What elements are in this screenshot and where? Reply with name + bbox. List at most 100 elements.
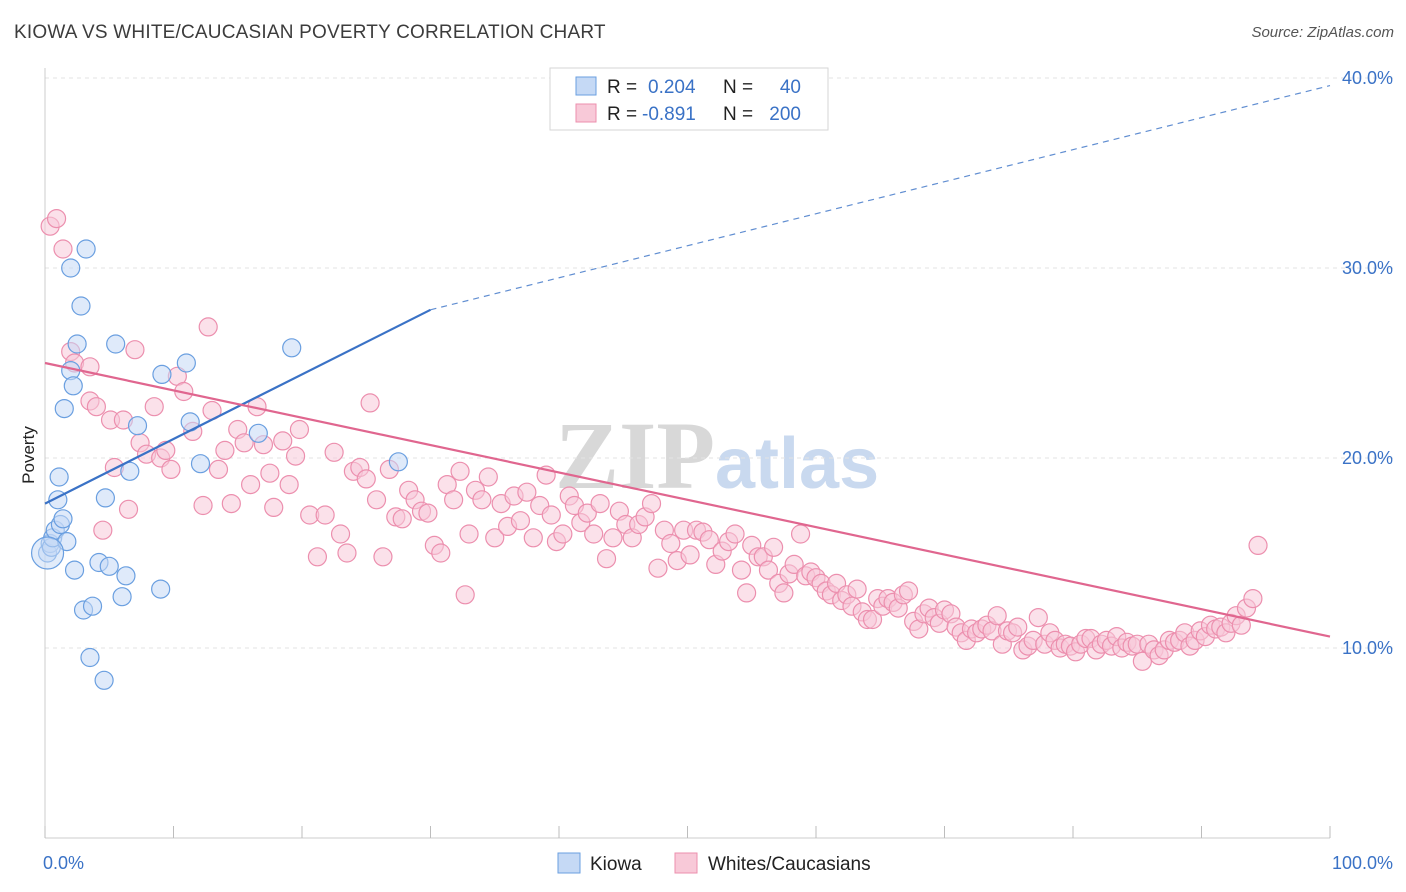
y-axis-title: Poverty xyxy=(19,426,38,484)
data-point xyxy=(282,338,302,358)
data-point xyxy=(641,494,662,514)
stats-r-label-white: R = xyxy=(607,104,637,125)
data-point xyxy=(455,585,475,605)
data-point xyxy=(307,547,328,567)
data-point xyxy=(30,536,65,570)
trend-line-whites xyxy=(44,361,1331,638)
legend-swatch-kiowa xyxy=(557,852,581,874)
data-point xyxy=(198,317,218,337)
data-point xyxy=(392,509,412,529)
data-point xyxy=(431,543,451,563)
data-point xyxy=(758,560,779,580)
stats-n-value-kiowa: 40 xyxy=(780,77,801,98)
x-axis-ticks xyxy=(44,826,1331,838)
data-point xyxy=(273,431,293,451)
legend-swatch-white xyxy=(674,852,698,874)
stats-n-label-kiowa: N = xyxy=(723,77,753,98)
data-point xyxy=(699,530,719,550)
data-point xyxy=(590,494,610,514)
data-point xyxy=(737,583,757,603)
data-point xyxy=(898,581,919,601)
data-point xyxy=(847,579,867,599)
data-point xyxy=(356,469,376,489)
data-point xyxy=(161,459,181,479)
trend-lines xyxy=(44,85,1331,638)
data-point xyxy=(152,364,172,384)
data-point xyxy=(478,467,498,487)
data-point xyxy=(790,524,811,544)
data-point xyxy=(82,596,103,616)
chart-title: KIOWA VS WHITE/CAUCASIAN POVERTY CORRELA… xyxy=(14,22,606,43)
data-point xyxy=(1008,617,1028,637)
data-point xyxy=(215,440,235,460)
data-point xyxy=(94,670,114,690)
data-point xyxy=(510,511,531,531)
data-point xyxy=(330,524,351,544)
trend-line-kiowa xyxy=(44,308,431,505)
data-point xyxy=(517,482,537,502)
data-point xyxy=(86,397,107,417)
data-point xyxy=(553,524,573,544)
source-label: Source: ZipAtlas.com xyxy=(1251,24,1394,41)
data-point xyxy=(120,461,140,481)
stats-n-label-white: N = xyxy=(723,104,753,125)
data-point xyxy=(241,475,261,495)
data-point xyxy=(541,505,561,525)
trend-line-kiowa-extrapolated xyxy=(430,85,1331,311)
data-point xyxy=(324,442,344,462)
data-point xyxy=(279,475,299,495)
data-point xyxy=(366,490,387,510)
data-point xyxy=(731,560,752,580)
data-point xyxy=(725,524,745,544)
y-axis-tick-labels: 10.0% 20.0% 30.0% 40.0% xyxy=(1342,68,1393,658)
data-point xyxy=(289,419,310,440)
data-point xyxy=(459,524,479,544)
data-point xyxy=(1248,535,1268,556)
data-point xyxy=(418,503,438,523)
data-point xyxy=(264,497,284,517)
stats-swatch-white xyxy=(575,103,597,123)
x-tick-label-max: 100.0% xyxy=(1332,853,1393,873)
data-point xyxy=(987,606,1007,626)
data-point xyxy=(784,554,804,575)
data-point xyxy=(388,452,408,472)
data-point xyxy=(603,528,623,548)
data-point xyxy=(93,520,113,540)
stats-box: R = 0.204 N = 40 R = -0.891 N = 200 xyxy=(549,67,829,131)
data-point xyxy=(248,423,268,443)
data-point xyxy=(80,647,100,668)
y-tick-label: 40.0% xyxy=(1342,68,1393,88)
data-point xyxy=(127,416,148,436)
data-point xyxy=(190,454,211,474)
watermark-zip: ZIP xyxy=(555,402,715,509)
stats-n-value-white: 200 xyxy=(769,104,801,125)
data-point xyxy=(234,433,254,453)
x-tick-label-min: 0.0% xyxy=(43,853,84,873)
data-point xyxy=(1028,607,1048,628)
stats-swatch-kiowa xyxy=(575,76,597,96)
data-point xyxy=(106,334,126,354)
data-point xyxy=(63,376,83,396)
data-point xyxy=(49,467,69,487)
data-point xyxy=(53,509,73,529)
data-point xyxy=(260,463,280,483)
y-tick-label: 30.0% xyxy=(1342,258,1393,278)
data-point xyxy=(125,340,145,360)
data-point xyxy=(584,524,604,544)
data-point xyxy=(444,490,464,510)
data-point xyxy=(71,296,91,316)
data-point xyxy=(208,459,229,479)
data-point xyxy=(577,503,597,523)
data-point xyxy=(64,560,85,580)
data-point xyxy=(193,495,213,516)
data-point xyxy=(176,353,196,373)
data-point xyxy=(116,566,136,586)
data-point xyxy=(373,547,393,567)
data-point xyxy=(485,528,505,548)
data-point xyxy=(648,558,668,578)
data-point xyxy=(95,488,115,508)
data-point xyxy=(99,556,119,576)
data-point xyxy=(315,505,335,525)
y-tick-label: 20.0% xyxy=(1342,448,1393,468)
data-point xyxy=(774,583,794,603)
